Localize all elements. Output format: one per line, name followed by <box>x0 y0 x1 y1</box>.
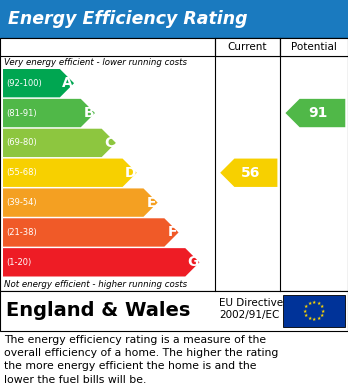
Bar <box>0 38 348 291</box>
Text: England & Wales: England & Wales <box>6 301 190 321</box>
Polygon shape <box>3 69 74 97</box>
Polygon shape <box>220 159 277 187</box>
Bar <box>215 38 280 56</box>
Text: ★: ★ <box>321 308 325 314</box>
Text: A: A <box>62 76 73 90</box>
Text: ★: ★ <box>312 317 316 323</box>
Polygon shape <box>3 159 137 187</box>
Text: Very energy efficient - lower running costs: Very energy efficient - lower running co… <box>4 58 187 67</box>
Bar <box>0 38 348 56</box>
Text: Current: Current <box>228 42 267 52</box>
Text: EU Directive
2002/91/EC: EU Directive 2002/91/EC <box>219 298 283 320</box>
Polygon shape <box>3 129 116 157</box>
Text: ★: ★ <box>307 301 312 306</box>
Text: Potential: Potential <box>291 42 337 52</box>
Bar <box>280 38 348 56</box>
Text: ★: ★ <box>307 316 312 321</box>
Text: C: C <box>104 136 114 150</box>
Text: D: D <box>125 166 136 180</box>
Bar <box>0 0 348 38</box>
Bar <box>0 291 348 331</box>
Text: ★: ★ <box>319 313 324 318</box>
Text: The energy efficiency rating is a measure of the
overall efficiency of a home. T: The energy efficiency rating is a measur… <box>4 335 278 385</box>
Polygon shape <box>3 218 179 247</box>
Text: 91: 91 <box>308 106 327 120</box>
Text: (39-54): (39-54) <box>6 198 37 207</box>
Text: (81-91): (81-91) <box>6 109 37 118</box>
Text: F: F <box>167 226 177 239</box>
Text: ★: ★ <box>316 316 321 321</box>
Text: Not energy efficient - higher running costs: Not energy efficient - higher running co… <box>4 280 187 289</box>
Text: (1-20): (1-20) <box>6 258 31 267</box>
Text: (21-38): (21-38) <box>6 228 37 237</box>
Text: ★: ★ <box>304 313 308 318</box>
Polygon shape <box>285 99 345 127</box>
Text: B: B <box>83 106 94 120</box>
Text: Energy Efficiency Rating: Energy Efficiency Rating <box>8 10 248 28</box>
Polygon shape <box>3 188 158 217</box>
Bar <box>283 295 345 327</box>
Text: (55-68): (55-68) <box>6 168 37 177</box>
Text: ★: ★ <box>316 301 321 306</box>
Text: E: E <box>147 196 156 210</box>
Polygon shape <box>3 99 95 127</box>
Text: G: G <box>187 255 199 269</box>
Text: (92-100): (92-100) <box>6 79 42 88</box>
Text: ★: ★ <box>312 300 316 305</box>
Text: (69-80): (69-80) <box>6 138 37 147</box>
Text: ★: ★ <box>303 308 307 314</box>
Text: ★: ★ <box>304 304 308 309</box>
Polygon shape <box>3 248 199 276</box>
Text: 56: 56 <box>241 166 261 180</box>
Text: ★: ★ <box>319 304 324 309</box>
